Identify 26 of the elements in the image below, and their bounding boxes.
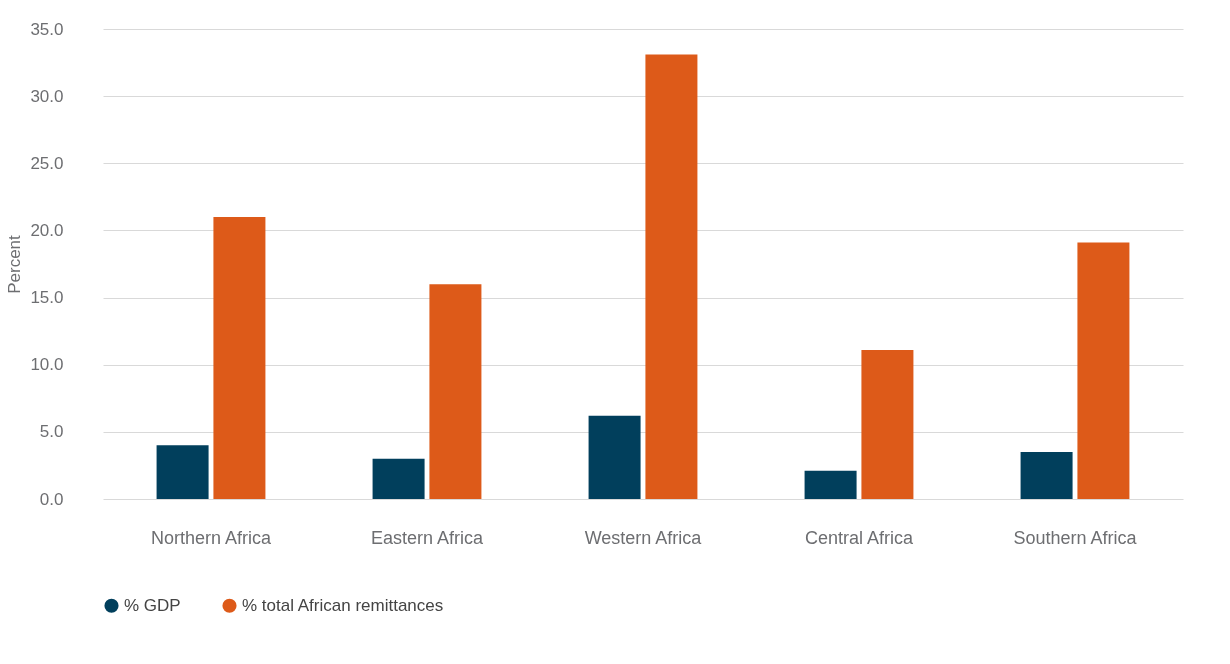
bar bbox=[1077, 242, 1130, 499]
bar bbox=[1020, 452, 1073, 499]
y-tick-label: 15.0 bbox=[30, 288, 64, 308]
y-tick-label: 25.0 bbox=[30, 153, 64, 173]
legend-label: % total African remittances bbox=[242, 595, 444, 615]
bar bbox=[861, 349, 914, 499]
y-tick-label: 35.0 bbox=[30, 19, 64, 39]
x-tick-label: Western Africa bbox=[584, 527, 703, 548]
y-axis-title: Percent bbox=[5, 234, 25, 294]
x-tick-label: Eastern Africa bbox=[370, 527, 485, 548]
y-tick-label: 20.0 bbox=[30, 220, 64, 240]
bar bbox=[429, 284, 482, 499]
bar bbox=[804, 470, 857, 499]
x-tick-label: Central Africa bbox=[804, 527, 915, 548]
y-tick-label: 0.0 bbox=[39, 489, 64, 509]
bar bbox=[372, 458, 425, 499]
y-tick-label: 30.0 bbox=[30, 86, 64, 106]
bar bbox=[213, 217, 266, 499]
bar bbox=[645, 54, 698, 499]
x-tick-label: Southern Africa bbox=[1013, 527, 1138, 548]
bar bbox=[156, 445, 209, 499]
x-tick-label: Northern Africa bbox=[150, 527, 273, 548]
y-tick-label: 5.0 bbox=[39, 422, 64, 442]
legend-label: % GDP bbox=[124, 595, 181, 615]
bar bbox=[588, 415, 641, 499]
y-tick-label: 10.0 bbox=[30, 355, 64, 375]
